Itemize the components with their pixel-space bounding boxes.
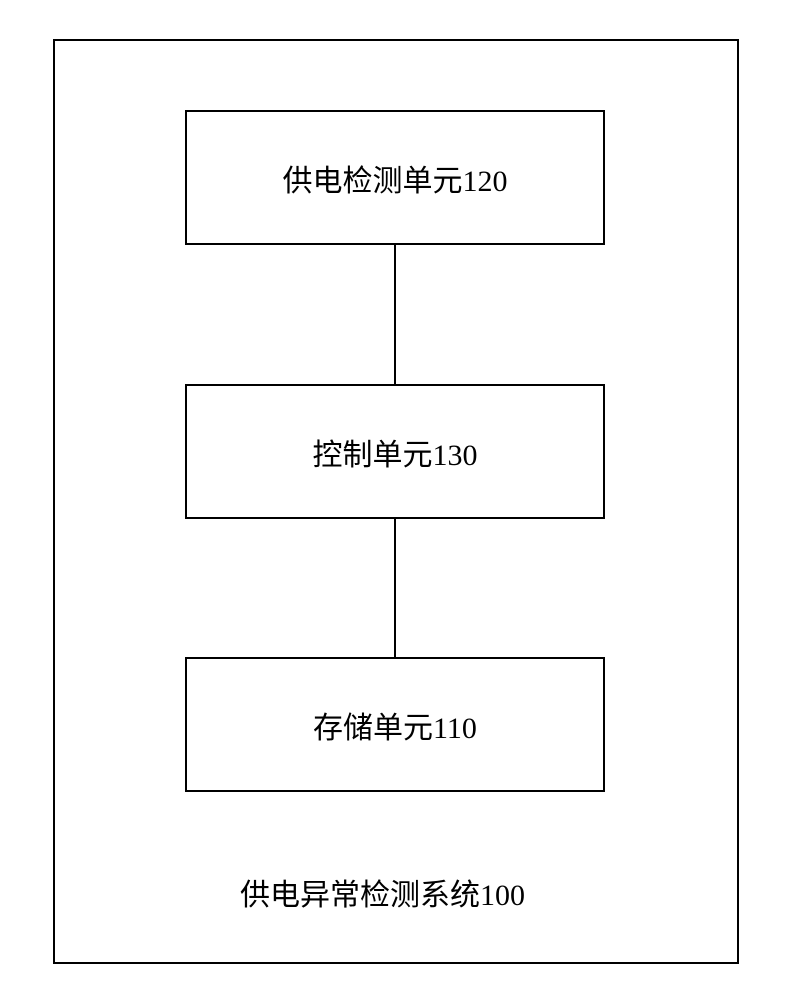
diagram-block: 供电检测单元120 [185,110,605,245]
diagram-connector [394,519,396,657]
diagram-block: 控制单元130 [185,384,605,519]
diagram-block-label: 存储单元110 [313,703,477,747]
diagram-block: 存储单元110 [185,657,605,792]
diagram-block-label: 控制单元130 [313,430,478,474]
diagram-block-label: 供电检测单元120 [283,156,508,200]
diagram-caption: 供电异常检测系统100 [240,870,525,914]
diagram-connector [394,245,396,384]
